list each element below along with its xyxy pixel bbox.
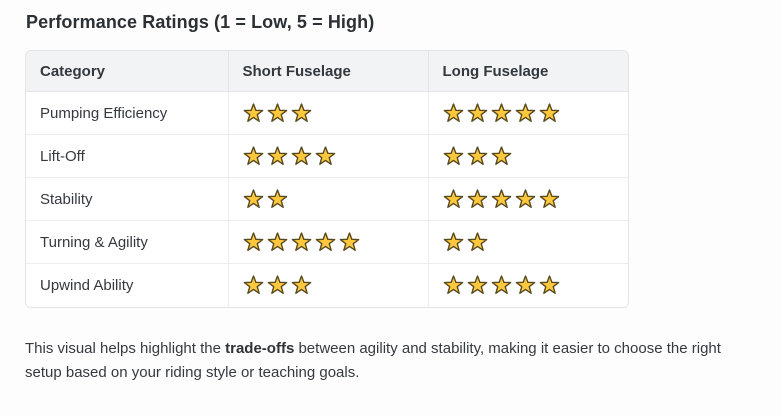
star-icon [267,188,287,208]
table-row: Turning & Agility [26,220,628,264]
long-rating-cell [427,263,628,307]
footer-text-after: between agility and stability, making it… [25,339,721,381]
star-icon [339,231,359,251]
star-icon [291,275,311,294]
header-row: Category Short Fuselage Long Fuselage [26,51,628,92]
long-rating-cell [427,220,628,264]
star-icon [267,275,287,294]
star-icon [267,231,287,251]
star-icon [243,275,263,294]
category-cell: Stability [26,177,228,221]
star-icon [443,188,463,208]
short-rating-cell [227,220,428,264]
star-icon [467,145,487,165]
star-icon [467,102,487,122]
star-icon [443,145,463,165]
long-rating-cell [427,177,628,221]
star-rating [443,145,617,167]
page-title: Performance Ratings (1 = Low, 5 = High) [26,12,375,32]
star-icon [515,275,535,294]
short-rating-cell [227,177,428,221]
category-cell: Pumping Efficiency [26,91,228,135]
star-icon [443,231,463,251]
star-icon [539,188,559,208]
short-rating-cell [227,91,428,135]
star-icon [243,231,263,251]
star-icon [243,145,263,165]
star-rating [243,231,414,253]
footer-text-before: This visual helps highlight the [25,339,226,357]
table-row: Stability [26,177,628,221]
star-icon [491,188,511,208]
short-rating-cell [227,134,428,178]
star-icon [515,188,535,208]
star-icon [443,275,463,294]
page: Performance Ratings (1 = Low, 5 = High) … [25,12,756,385]
star-icon [467,231,487,251]
star-icon [539,102,559,122]
star-rating [243,145,414,167]
star-rating [443,275,617,296]
long-rating-cell [427,91,628,135]
ratings-table-container: Category Short Fuselage Long Fuselage Pu… [25,50,629,308]
footer-paragraph: This visual helps highlight the trade-of… [25,337,756,385]
star-icon [291,102,311,122]
star-icon [291,145,311,165]
table-row: Upwind Ability [26,263,628,307]
star-rating [243,188,414,210]
ratings-table: Category Short Fuselage Long Fuselage Pu… [26,51,628,307]
short-rating-cell [227,263,428,307]
star-rating [443,188,617,210]
star-icon [515,102,535,122]
star-rating [243,102,414,124]
star-icon [491,145,511,165]
star-icon [243,102,263,122]
star-icon [267,102,287,122]
star-icon [467,188,487,208]
star-icon [467,275,487,294]
star-icon [315,145,335,165]
ratings-table-body: Pumping Efficiency Lift-Off Stability Turni… [26,91,628,307]
star-rating [443,102,617,124]
star-rating [443,231,617,253]
column-header-short-fuselage: Short Fuselage [227,51,428,92]
category-cell: Upwind Ability [26,263,228,307]
ratings-table-header: Category Short Fuselage Long Fuselage [26,51,628,92]
column-header-category: Category [26,51,228,92]
table-row: Pumping Efficiency [26,91,628,135]
table-row: Lift-Off [26,134,628,178]
star-icon [315,231,335,251]
star-icon [539,275,559,294]
star-icon [267,145,287,165]
category-cell: Turning & Agility [26,220,228,264]
category-cell: Lift-Off [26,134,228,178]
star-rating [243,275,414,296]
star-icon [243,188,263,208]
long-rating-cell [427,134,628,178]
star-icon [491,102,511,122]
column-header-long-fuselage: Long Fuselage [427,51,628,92]
footer-bold-trade-offs: trade-offs [225,339,295,357]
star-icon [491,275,511,294]
star-icon [443,102,463,122]
star-icon [291,231,311,251]
